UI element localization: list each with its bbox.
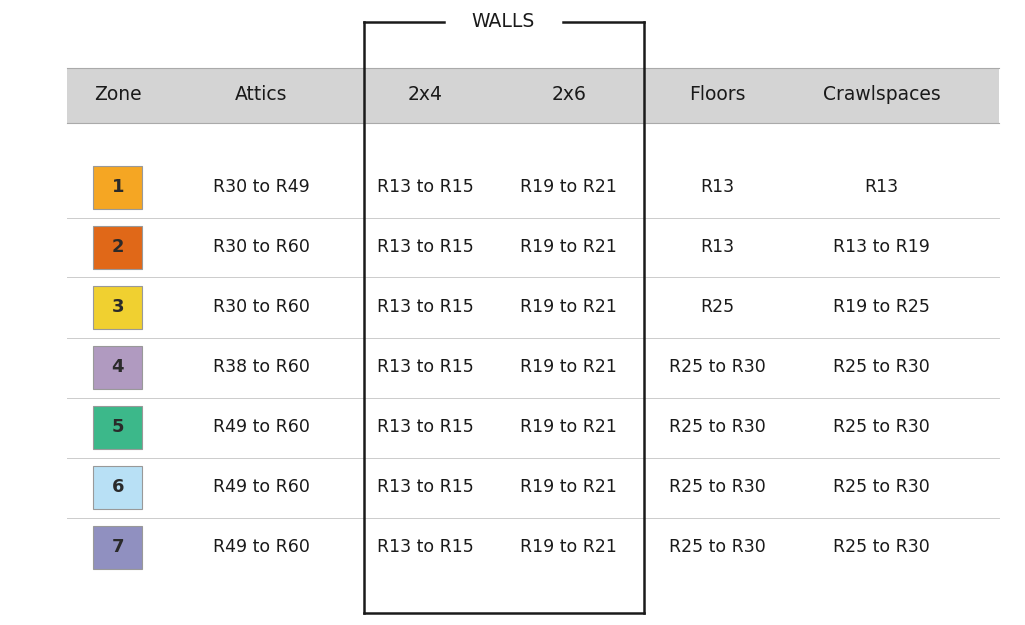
- Text: R13 to R15: R13 to R15: [377, 479, 474, 496]
- Text: R13: R13: [700, 239, 735, 256]
- Text: R13 to R15: R13 to R15: [377, 299, 474, 316]
- Text: R25 to R30: R25 to R30: [833, 539, 930, 556]
- Text: R19 to R21: R19 to R21: [521, 539, 617, 556]
- Text: R19 to R21: R19 to R21: [521, 419, 617, 436]
- Text: 7: 7: [112, 539, 124, 556]
- Text: R25 to R30: R25 to R30: [669, 539, 766, 556]
- Text: 2x6: 2x6: [551, 86, 586, 104]
- Text: 4: 4: [112, 359, 124, 376]
- Bar: [93, 346, 142, 389]
- Bar: [93, 406, 142, 449]
- Text: R19 to R21: R19 to R21: [521, 179, 617, 196]
- Bar: [93, 166, 142, 209]
- Text: R49 to R60: R49 to R60: [213, 479, 310, 496]
- Text: 1: 1: [112, 179, 124, 196]
- Text: 2x4: 2x4: [408, 86, 443, 104]
- Text: R25 to R30: R25 to R30: [669, 359, 766, 376]
- Text: R49 to R60: R49 to R60: [213, 419, 310, 436]
- Text: R25: R25: [700, 299, 735, 316]
- Text: Zone: Zone: [94, 86, 141, 104]
- Text: R19 to R21: R19 to R21: [521, 239, 617, 256]
- Bar: [67, 68, 999, 122]
- Text: R13 to R15: R13 to R15: [377, 359, 474, 376]
- Text: R25 to R30: R25 to R30: [669, 419, 766, 436]
- Text: 3: 3: [112, 299, 124, 316]
- Text: R13 to R15: R13 to R15: [377, 419, 474, 436]
- Text: R19 to R21: R19 to R21: [521, 359, 617, 376]
- Bar: [93, 466, 142, 509]
- Text: R38 to R60: R38 to R60: [213, 359, 310, 376]
- Text: R13 to R15: R13 to R15: [377, 539, 474, 556]
- Text: R19 to R21: R19 to R21: [521, 299, 617, 316]
- Text: WALLS: WALLS: [472, 12, 535, 31]
- Text: R25 to R30: R25 to R30: [669, 479, 766, 496]
- Text: Attics: Attics: [235, 86, 288, 104]
- Bar: [93, 226, 142, 269]
- Text: R19 to R21: R19 to R21: [521, 479, 617, 496]
- Text: R30 to R60: R30 to R60: [213, 239, 310, 256]
- Text: 5: 5: [112, 419, 124, 436]
- Text: Crawlspaces: Crawlspaces: [823, 86, 940, 104]
- Text: R25 to R30: R25 to R30: [833, 479, 930, 496]
- Text: R13: R13: [864, 179, 899, 196]
- Text: R30 to R60: R30 to R60: [213, 299, 310, 316]
- Text: R13: R13: [700, 179, 735, 196]
- Text: R19 to R25: R19 to R25: [833, 299, 930, 316]
- Text: R13 to R19: R13 to R19: [833, 239, 930, 256]
- Text: 2: 2: [112, 239, 124, 256]
- Bar: [93, 526, 142, 569]
- Text: R25 to R30: R25 to R30: [833, 419, 930, 436]
- Text: R25 to R30: R25 to R30: [833, 359, 930, 376]
- Text: R13 to R15: R13 to R15: [377, 179, 474, 196]
- Text: R49 to R60: R49 to R60: [213, 539, 310, 556]
- Text: R13 to R15: R13 to R15: [377, 239, 474, 256]
- Text: 6: 6: [112, 479, 124, 496]
- Bar: [93, 286, 142, 329]
- Text: Floors: Floors: [689, 86, 746, 104]
- Text: R30 to R49: R30 to R49: [213, 179, 310, 196]
